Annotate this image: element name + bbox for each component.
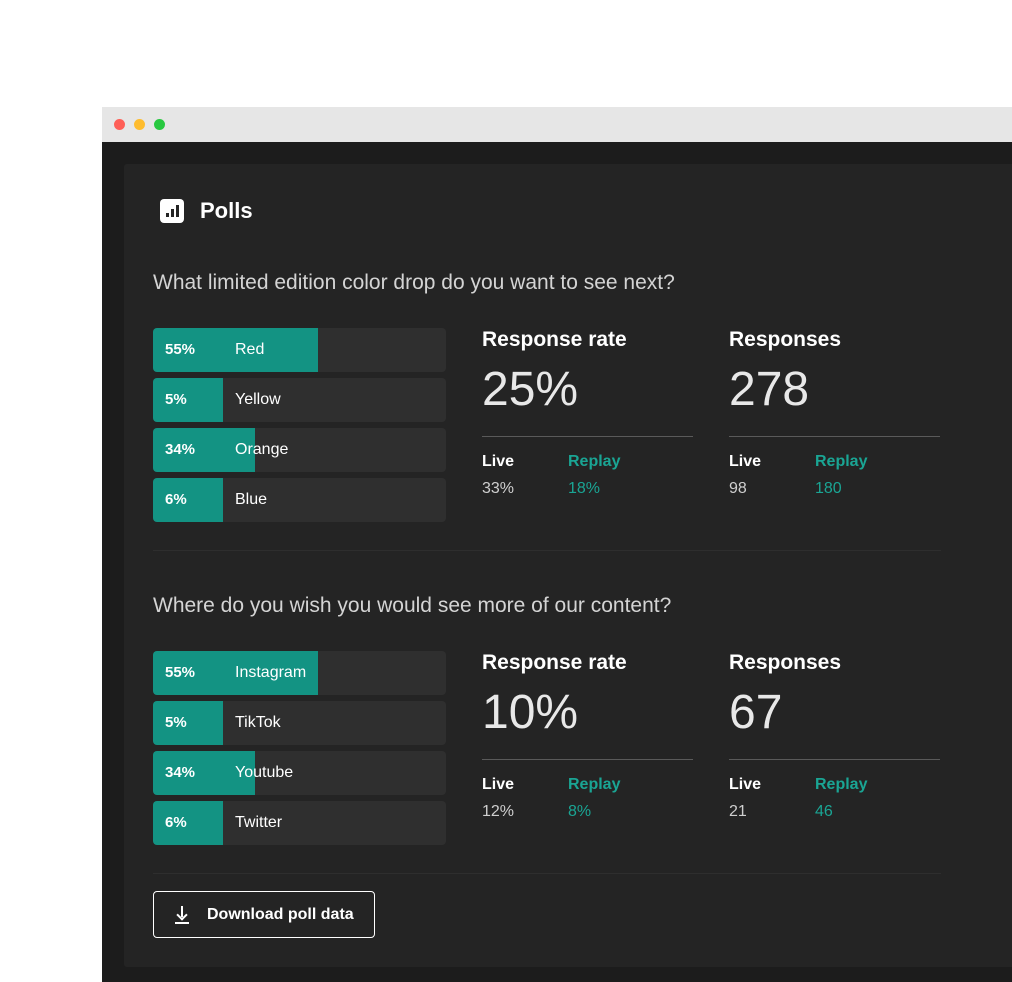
title-bar bbox=[102, 107, 1012, 142]
live-column: Live 33% bbox=[482, 453, 514, 498]
responses-stat: Responses 67 Live 21 Replay 46 bbox=[729, 651, 940, 826]
replay-label: Replay bbox=[568, 776, 621, 793]
response-rate-stat: Response rate 10% Live 12% Replay 8% bbox=[482, 651, 693, 826]
option-percent: 6% bbox=[165, 814, 187, 831]
replay-label: Replay bbox=[815, 453, 868, 470]
replay-label: Replay bbox=[568, 453, 621, 470]
option-label: Blue bbox=[235, 491, 268, 508]
replay-value: 46 bbox=[815, 803, 833, 820]
option-label: TikTok bbox=[235, 714, 281, 731]
live-value: 98 bbox=[729, 480, 747, 497]
option-percent: 55% bbox=[165, 341, 196, 358]
stat-title: Responses bbox=[729, 651, 842, 674]
poll-options: 55% Red 5% Yellow 34% Orange 6% Blue bbox=[153, 328, 446, 528]
option-percent: 5% bbox=[165, 391, 187, 408]
option-percent: 6% bbox=[165, 491, 187, 508]
replay-column: Replay 8% bbox=[568, 776, 620, 821]
stat-divider bbox=[729, 436, 940, 437]
stat-value: 25% bbox=[482, 363, 579, 416]
option-label: Yellow bbox=[235, 391, 281, 408]
replay-column: Replay 18% bbox=[568, 453, 620, 498]
page-title: Polls bbox=[200, 198, 253, 223]
stat-breakdown: Live 21 Replay 46 bbox=[729, 776, 940, 826]
live-label: Live bbox=[729, 776, 762, 793]
live-column: Live 12% bbox=[482, 776, 514, 821]
poll-option: 34% Youtube bbox=[153, 751, 446, 795]
poll-question: What limited edition color drop do you w… bbox=[153, 271, 675, 294]
replay-label: Replay bbox=[815, 776, 868, 793]
download-poll-data-button[interactable]: Download poll data bbox=[153, 891, 375, 938]
stat-breakdown: Live 98 Replay 180 bbox=[729, 453, 940, 503]
stat-value: 278 bbox=[729, 363, 810, 416]
maximize-window-button[interactable] bbox=[154, 119, 165, 130]
option-label: Instagram bbox=[235, 664, 307, 681]
option-label: Youtube bbox=[235, 764, 294, 781]
option-bar-fill bbox=[153, 428, 255, 472]
option-bar-fill bbox=[153, 651, 318, 695]
option-percent: 5% bbox=[165, 714, 187, 731]
option-label: Red bbox=[235, 341, 265, 358]
option-bar-fill bbox=[153, 751, 255, 795]
stat-breakdown: Live 12% Replay 8% bbox=[482, 776, 693, 826]
live-value: 12% bbox=[482, 803, 515, 820]
polls-header: Polls bbox=[160, 198, 253, 223]
stat-title: Responses bbox=[729, 328, 842, 351]
poll-option: 34% Orange bbox=[153, 428, 446, 472]
poll-option: 6% Blue bbox=[153, 478, 446, 522]
live-label: Live bbox=[482, 453, 515, 470]
stat-value: 10% bbox=[482, 686, 579, 739]
option-bar-fill bbox=[153, 701, 223, 745]
stat-divider bbox=[482, 759, 693, 760]
close-window-button[interactable] bbox=[114, 119, 125, 130]
option-percent: 34% bbox=[165, 764, 196, 781]
option-label: Orange bbox=[235, 441, 289, 458]
stat-value: 67 bbox=[729, 686, 783, 739]
app-window: Polls What limited edition color drop do… bbox=[102, 107, 1012, 982]
replay-column: Replay 46 bbox=[815, 776, 867, 821]
live-value: 21 bbox=[729, 803, 747, 820]
stat-divider bbox=[482, 436, 693, 437]
stat-divider bbox=[729, 759, 940, 760]
live-label: Live bbox=[729, 453, 762, 470]
live-label: Live bbox=[482, 776, 515, 793]
option-percent: 34% bbox=[165, 441, 196, 458]
stat-title: Response rate bbox=[482, 328, 627, 351]
option-bar-fill bbox=[153, 378, 223, 422]
section-divider bbox=[153, 550, 941, 551]
poll-option: 55% Instagram bbox=[153, 651, 446, 695]
option-bar-fill bbox=[153, 328, 318, 372]
poll-options: 55% Instagram 5% TikTok 34% Youtube 6% T… bbox=[153, 651, 446, 851]
minimize-window-button[interactable] bbox=[134, 119, 145, 130]
download-icon bbox=[174, 905, 190, 924]
poll-question: Where do you wish you would see more of … bbox=[153, 594, 672, 617]
section-divider bbox=[153, 873, 941, 874]
live-column: Live 98 bbox=[729, 453, 761, 498]
poll-option: 5% TikTok bbox=[153, 701, 446, 745]
option-percent: 55% bbox=[165, 664, 196, 681]
replay-column: Replay 180 bbox=[815, 453, 867, 498]
stat-breakdown: Live 33% Replay 18% bbox=[482, 453, 693, 503]
poll-option: 5% Yellow bbox=[153, 378, 446, 422]
poll-option: 55% Red bbox=[153, 328, 446, 372]
replay-value: 8% bbox=[568, 803, 592, 820]
replay-value: 180 bbox=[815, 480, 842, 497]
option-bar-fill bbox=[153, 478, 223, 522]
replay-value: 18% bbox=[568, 480, 601, 497]
option-label: Twitter bbox=[235, 814, 283, 831]
poll-option: 6% Twitter bbox=[153, 801, 446, 845]
live-column: Live 21 bbox=[729, 776, 761, 821]
response-rate-stat: Response rate 25% Live 33% Replay 18% bbox=[482, 328, 693, 503]
responses-stat: Responses 278 Live 98 Replay 180 bbox=[729, 328, 940, 503]
stat-title: Response rate bbox=[482, 651, 627, 674]
polls-card: Polls What limited edition color drop do… bbox=[124, 164, 1012, 967]
option-bar-fill bbox=[153, 801, 223, 845]
bar-chart-icon bbox=[160, 199, 184, 223]
live-value: 33% bbox=[482, 480, 515, 497]
download-label: Download poll data bbox=[207, 905, 354, 923]
